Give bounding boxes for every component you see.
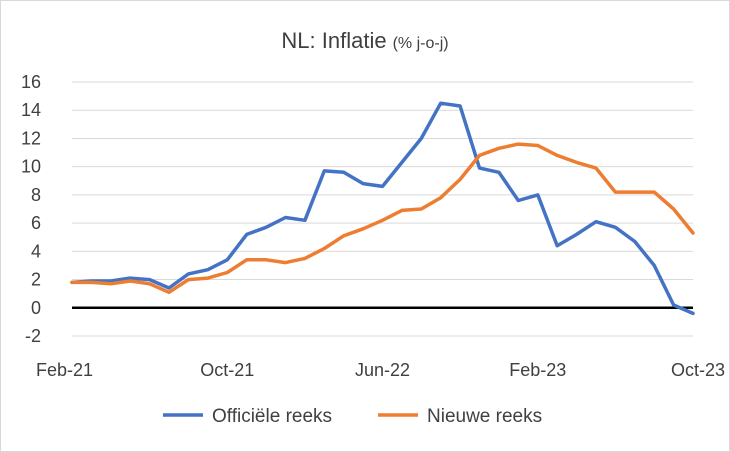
- x-axis-ticks: Feb-21 Oct-21 Jun-22 Feb-23 Oct-23: [36, 360, 725, 380]
- chart-subtitle: (% j-o-j): [393, 35, 449, 52]
- series-lines: [70, 101, 695, 316]
- chart-title-main: NL: Inflatie: [281, 28, 386, 53]
- y-tick-label: 12: [21, 128, 41, 148]
- x-tick-label: Oct-21: [200, 360, 254, 380]
- y-tick-label: 8: [31, 185, 41, 205]
- x-tick-label: Jun-22: [355, 360, 410, 380]
- series-line-officiele-reeks: [70, 101, 695, 316]
- series-line-nieuwe-reeks: [70, 142, 695, 295]
- y-tick-label: 10: [21, 157, 41, 177]
- legend-label: Nieuwe reeks: [427, 406, 542, 427]
- y-tick-label: 16: [21, 72, 41, 92]
- y-axis-ticks: 16 14 12 10 8 6 4 2 0 -2: [21, 72, 41, 346]
- x-tick-label: Feb-21: [36, 360, 93, 380]
- gridlines: [72, 81, 693, 337]
- x-tick-label: Oct-23: [671, 360, 725, 380]
- chart-title: NL: Inflatie (% j-o-j): [281, 28, 448, 53]
- y-tick-label: 0: [31, 298, 41, 318]
- legend: Officiële reeks Nieuwe reeks: [163, 406, 542, 427]
- y-tick-label: 4: [31, 241, 41, 261]
- y-tick-label: -2: [25, 326, 41, 346]
- y-tick-label: 2: [31, 270, 41, 290]
- y-tick-label: 14: [21, 100, 41, 120]
- x-tick-label: Feb-23: [509, 360, 566, 380]
- legend-label: Officiële reeks: [212, 406, 332, 427]
- y-tick-label: 6: [31, 213, 41, 233]
